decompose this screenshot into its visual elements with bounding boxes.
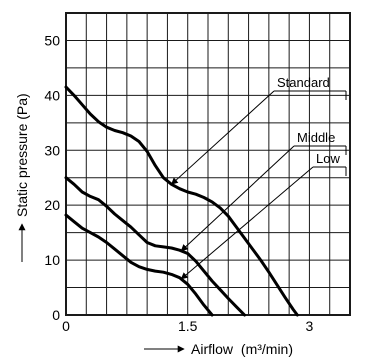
y-tick-labels: 0 10 20 30 40 50	[44, 32, 60, 323]
x-tick-label: 1.5	[178, 318, 198, 334]
annotation-leaders: Standard Middle Low	[170, 75, 347, 280]
y-tick-label: 20	[44, 197, 60, 213]
y-axis-label-group: Static pressure (Pa)	[14, 93, 30, 262]
y-tick-label: 0	[52, 307, 60, 323]
annotation-standard-arrow	[170, 90, 275, 185]
plot-frame	[65, 12, 351, 316]
y-tick-label: 50	[44, 32, 60, 48]
x-axis-label: Airflow (m³/min)	[191, 341, 293, 357]
series-middle-curve	[64, 176, 246, 317]
curves	[64, 85, 299, 317]
y-tick-label: 40	[44, 87, 60, 103]
y-axis-label: Static pressure (Pa)	[14, 93, 30, 217]
annotation-low-label: Low	[316, 151, 340, 166]
series-low-curve	[64, 213, 214, 317]
annotation-low-arrow	[180, 166, 314, 280]
y-tick-label: 30	[44, 142, 60, 158]
x-axis-label-group: Airflow (m³/min)	[144, 341, 293, 357]
x-axis-label-unit: (m³/min)	[241, 341, 293, 357]
grid	[66, 13, 350, 315]
x-tick-labels: 0 1.5 3	[62, 318, 313, 334]
x-tick-label: 3	[306, 318, 314, 334]
y-tick-label: 10	[44, 252, 60, 268]
x-tick-label: 0	[62, 318, 70, 334]
annotation-middle-arrow	[180, 145, 295, 252]
annotation-middle-label: Middle	[297, 130, 335, 145]
x-axis-label-name: Airflow	[191, 341, 234, 357]
annotation-standard-label: Standard	[277, 75, 330, 90]
series-standard-curve	[64, 85, 299, 317]
